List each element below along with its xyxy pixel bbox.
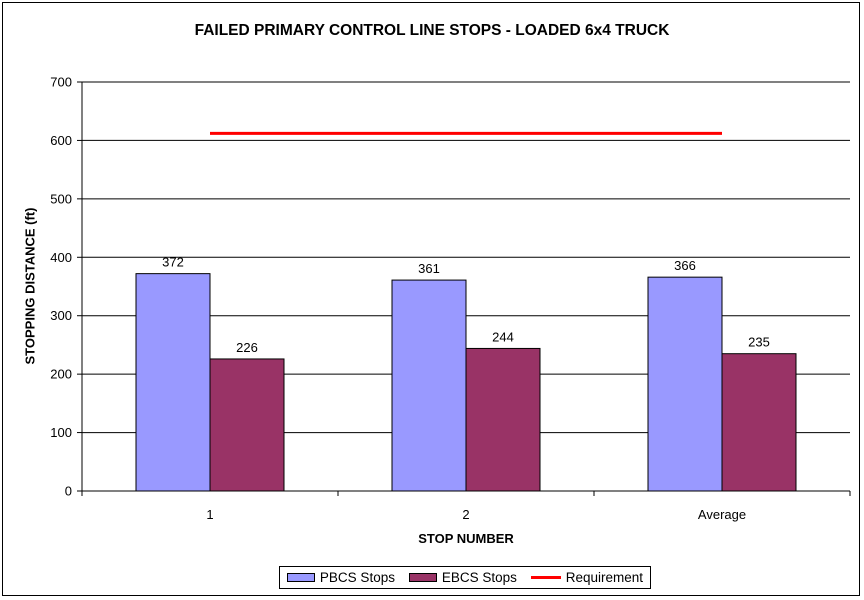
bar-ebcs	[721, 353, 797, 492]
data-label-ebcs: 235	[748, 335, 770, 350]
bar-ebcs	[465, 347, 541, 492]
x-axis-label: STOP NUMBER	[418, 531, 514, 546]
legend-item-ebcs: EBCS Stops	[408, 570, 517, 585]
legend-label-ebcs: EBCS Stops	[441, 570, 517, 585]
bar-pbcs	[135, 273, 211, 492]
data-label-ebcs: 244	[492, 329, 514, 344]
legend-swatch-requirement	[530, 576, 561, 579]
x-tick-label: 2	[462, 507, 469, 522]
legend-swatch-pbcs	[286, 573, 315, 582]
y-tick-label: 700	[50, 75, 72, 90]
data-label-pbcs: 372	[162, 255, 184, 270]
bar-ebcs	[209, 358, 285, 492]
x-tick-label: 1	[206, 507, 213, 522]
y-tick-label: 200	[50, 367, 72, 382]
y-tick-label: 100	[50, 425, 72, 440]
y-tick-label: 500	[50, 191, 72, 206]
x-tick-label: Average	[698, 507, 746, 522]
data-label-ebcs: 226	[236, 340, 258, 355]
legend: PBCS Stops EBCS Stops Requirement	[279, 566, 651, 589]
chart-title: FAILED PRIMARY CONTROL LINE STOPS - LOAD…	[194, 22, 670, 39]
data-label-pbcs: 361	[418, 261, 440, 276]
y-tick-label: 300	[50, 308, 72, 323]
legend-label-requirement: Requirement	[565, 570, 644, 585]
bar-pbcs	[391, 279, 467, 492]
legend-item-requirement: Requirement	[530, 570, 644, 585]
y-tick-label: 600	[50, 133, 72, 148]
y-tick-label: 0	[65, 484, 72, 499]
bar-pbcs	[647, 276, 723, 492]
legend-item-pbcs: PBCS Stops	[286, 570, 395, 585]
legend-swatch-ebcs	[408, 573, 437, 582]
legend-label-pbcs: PBCS Stops	[319, 570, 395, 585]
data-label-pbcs: 366	[674, 258, 696, 273]
y-tick-label: 400	[50, 250, 72, 265]
